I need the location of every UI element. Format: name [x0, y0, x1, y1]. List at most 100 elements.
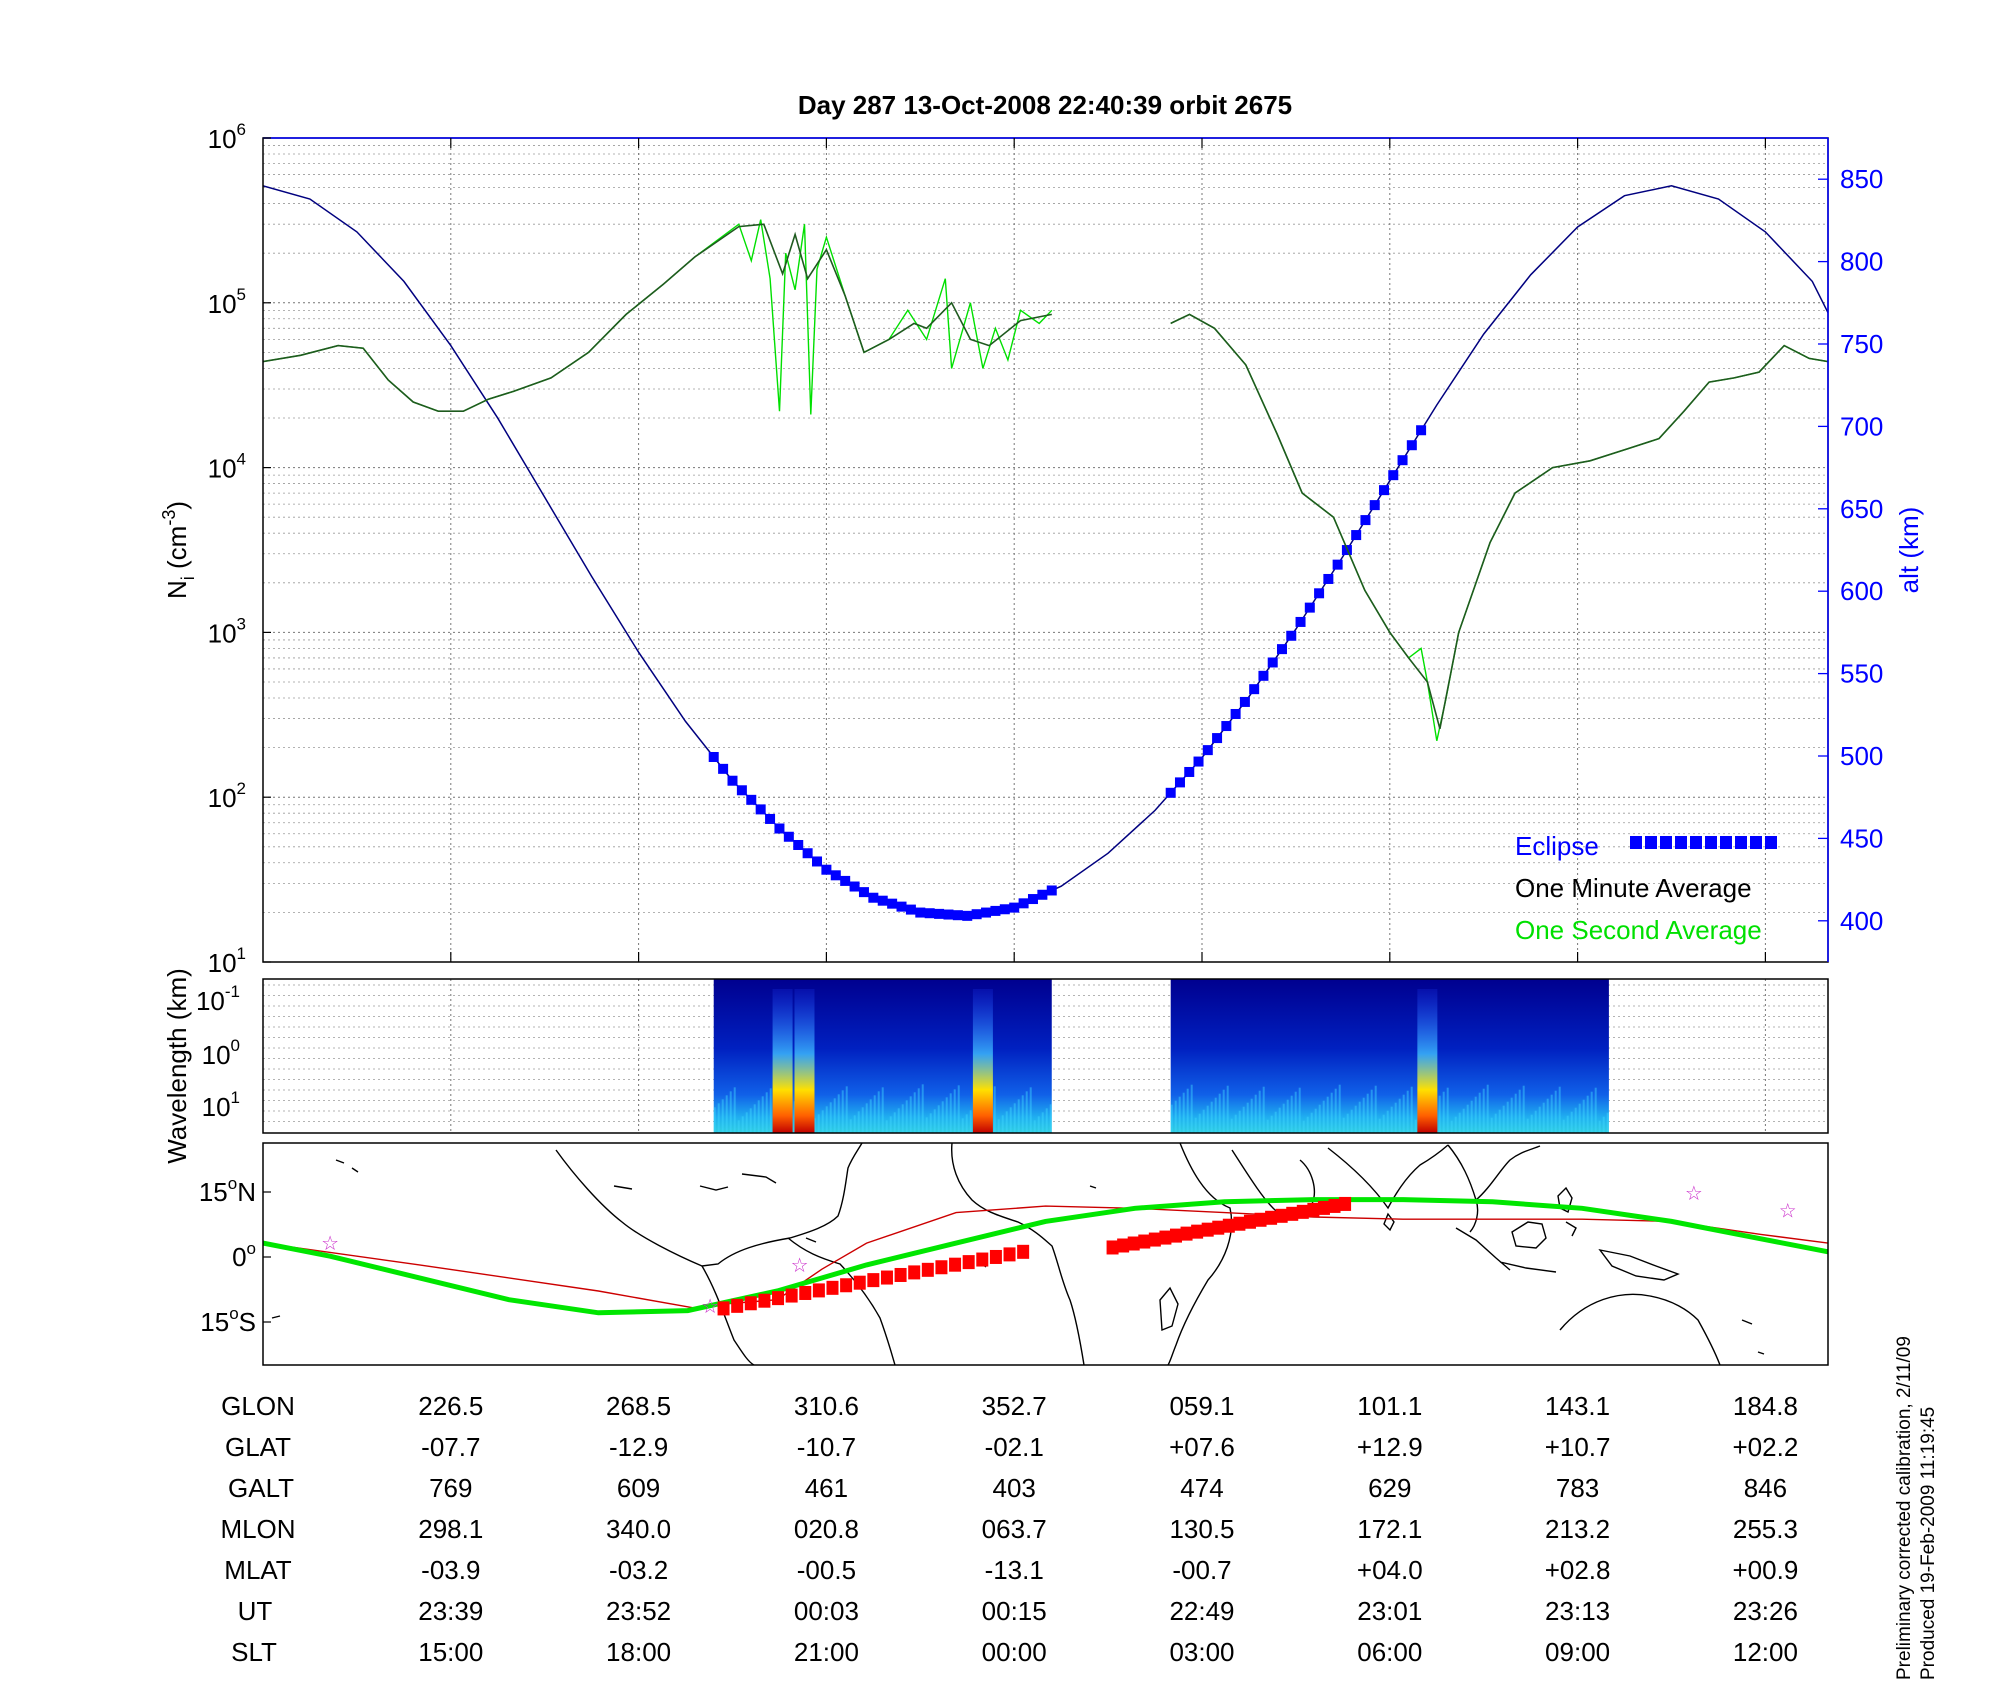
spectrogram-stripe: [1494, 1113, 1497, 1133]
spectrogram-stripe: [1270, 1115, 1273, 1133]
spectrogram-stripe: [1033, 1120, 1036, 1133]
coast-africa-west: [950, 1143, 1085, 1365]
eclipse-track-markers: [717, 1196, 1352, 1316]
table-cell: 461: [805, 1473, 848, 1503]
legend-eclipse-square: [1645, 836, 1657, 849]
density-y-ticks: 106 105 104 103 102 101: [208, 120, 1767, 978]
spectrogram-stripe: [953, 1089, 956, 1133]
eclipse-marker: [1332, 559, 1343, 570]
table-cell: 06:00: [1357, 1637, 1422, 1667]
altitude-ticks: 850 800 750 700 650 600 550 500 450 400: [1818, 164, 1883, 936]
spectrogram-stripe: [833, 1098, 836, 1133]
spectrogram-stripe: [1198, 1113, 1201, 1133]
star-marker: ☆: [1685, 1183, 1703, 1205]
spectrogram-stripe: [1602, 1116, 1605, 1133]
eclipse-marker: [943, 909, 954, 920]
spectrogram-stripe: [949, 1093, 952, 1133]
spectrogram-stripe: [1266, 1119, 1269, 1133]
spectrogram-stripe: [737, 1120, 740, 1133]
altitude-tick-label: 750: [1840, 329, 1883, 359]
spectrogram-stripe: [941, 1101, 944, 1133]
table-row-label: GLAT: [225, 1432, 291, 1462]
eclipse-track-marker: [1127, 1236, 1140, 1251]
eclipse-marker: [840, 875, 851, 886]
table-cell: 23:39: [418, 1596, 483, 1626]
eclipse-track-marker: [1254, 1212, 1267, 1227]
spectrogram-stripe: [1530, 1114, 1533, 1133]
spectrogram-stripe: [1358, 1101, 1361, 1133]
spectrogram-stripe: [1586, 1095, 1589, 1133]
spectrogram-stripe: [1258, 1090, 1261, 1133]
eclipse-marker: [708, 751, 719, 762]
spectrogram-stripe: [853, 1115, 856, 1133]
eclipse-track-marker: [785, 1288, 798, 1303]
spectrogram-stripe: [1310, 1112, 1313, 1133]
eclipse-marker: [905, 904, 916, 915]
eclipse-marker: [1202, 745, 1213, 756]
spectrogram-stripe: [741, 1116, 744, 1133]
spectrogram-stripe: [905, 1100, 908, 1133]
spectrogram-stripe: [1370, 1089, 1373, 1133]
spectrogram-stripe: [929, 1113, 932, 1133]
legend-eclipse-square: [1675, 836, 1687, 849]
spectrogram-stripe: [1025, 1091, 1028, 1133]
spectrogram-stripe: [1001, 1115, 1004, 1133]
spectrogram-stripe: [925, 1117, 928, 1133]
table-cell: 23:13: [1545, 1596, 1610, 1626]
spectrogram-stripe: [965, 1114, 968, 1133]
spectrogram-stripe: [1410, 1086, 1413, 1133]
spectrogram-y-label: Wavelength (km): [162, 968, 192, 1164]
spectrogram-stripe: [813, 1118, 816, 1133]
eclipse-track-marker: [799, 1285, 812, 1300]
altitude-axis-label: alt (km): [1894, 507, 1924, 594]
eclipse-marker: [934, 908, 945, 919]
spectrogram-stripe: [933, 1109, 936, 1133]
spectrogram-stripe: [1246, 1102, 1249, 1133]
spectrogram-stripe: [1330, 1092, 1333, 1133]
one-second-line: [263, 219, 1053, 415]
spectrogram-stripe: [1458, 1112, 1461, 1133]
spectrogram-stripe: [1478, 1092, 1481, 1133]
coast-borneo: [1511, 1221, 1547, 1249]
map-tick-label: 15oN: [199, 1174, 256, 1207]
eclipse-marker: [915, 907, 926, 918]
legend-eclipse-square: [1720, 836, 1732, 849]
spectrogram-stripe: [1049, 1104, 1052, 1133]
spectrogram-stripe: [1534, 1110, 1537, 1133]
legend-eclipse-square: [1690, 836, 1702, 849]
eclipse-track-marker: [840, 1278, 853, 1293]
legend-eclipse-square: [1735, 836, 1747, 849]
spectrogram-grid: [263, 979, 1828, 1133]
table-cell: -10.7: [797, 1432, 856, 1462]
legend-one-second: One Second Average: [1515, 915, 1762, 945]
eclipse-track-marker: [880, 1270, 893, 1285]
eclipse-marker: [1193, 756, 1204, 767]
spectrogram-stripe: [1550, 1094, 1553, 1133]
one-minute-lines: [263, 223, 1828, 730]
coastlines: [271, 1143, 1765, 1365]
spectrogram-stripe: [733, 1087, 736, 1133]
eclipse-marker: [1258, 670, 1269, 681]
spectrogram-stripe: [1462, 1108, 1465, 1133]
eclipse-marker: [1174, 777, 1185, 788]
spectrogram-stripe: [1598, 1120, 1601, 1133]
spectrogram-stripe: [877, 1091, 880, 1133]
eclipse-marker: [1230, 708, 1241, 719]
spectrogram-stripe: [1538, 1106, 1541, 1133]
orbit-table: GLON GLAT GALT MLON MLAT UT SLT 226.5 -07.7 769 29…: [220, 1391, 1798, 1667]
density-tick-label: 101: [208, 944, 246, 978]
table-cell: 769: [429, 1473, 472, 1503]
coast-africa-east: [1167, 1143, 1233, 1365]
spectrogram-stripe: [1005, 1111, 1008, 1133]
table-cell: +02.8: [1545, 1555, 1611, 1585]
spectrogram-stripe: [913, 1092, 916, 1133]
spectrogram-stripe: [1446, 1087, 1449, 1133]
spectrogram-stripe: [1594, 1087, 1597, 1133]
eclipse-track-marker: [772, 1291, 785, 1306]
spectrogram-stripe: [1194, 1117, 1197, 1133]
eclipse-marker: [802, 848, 813, 859]
coast-north-america: [555, 1143, 863, 1267]
spectrogram-stripe: [829, 1102, 832, 1133]
spectrogram-stripe: [1466, 1104, 1469, 1133]
star-marker: ☆: [1779, 1200, 1797, 1222]
